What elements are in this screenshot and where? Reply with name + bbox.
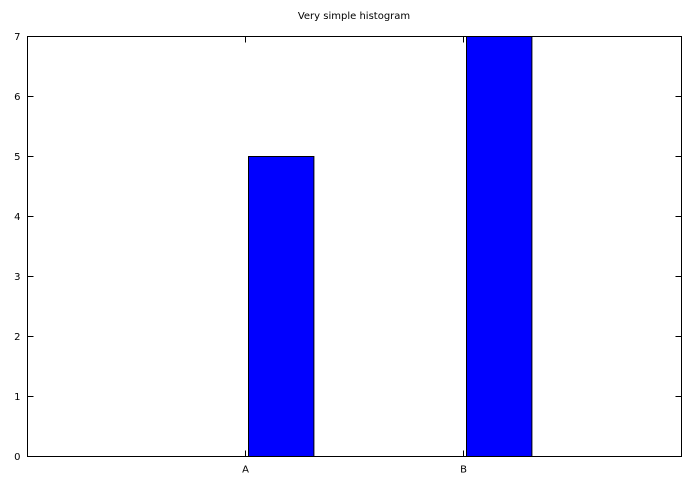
bar-a [248, 156, 315, 457]
tick-labels-group: 0 1 2 3 4 5 6 7 A B [14, 32, 467, 476]
ticks-group [27, 36, 682, 457]
y-tick-label: 2 [14, 332, 20, 343]
y-tick-label: 7 [14, 32, 20, 43]
y-tick-label: 0 [14, 452, 20, 463]
y-tick-label: 5 [14, 152, 20, 163]
x-tick-label-a: A [242, 465, 249, 476]
bar-b [466, 36, 533, 457]
plot-frame [27, 36, 682, 457]
y-tick-label: 3 [14, 272, 20, 283]
x-tick-label-b: B [460, 465, 467, 476]
y-tick-label: 4 [14, 212, 20, 223]
chart-title: Very simple histogram [297, 11, 411, 22]
y-tick-label: 1 [14, 392, 20, 403]
bars-group [248, 36, 533, 457]
y-tick-label: 6 [14, 92, 20, 103]
